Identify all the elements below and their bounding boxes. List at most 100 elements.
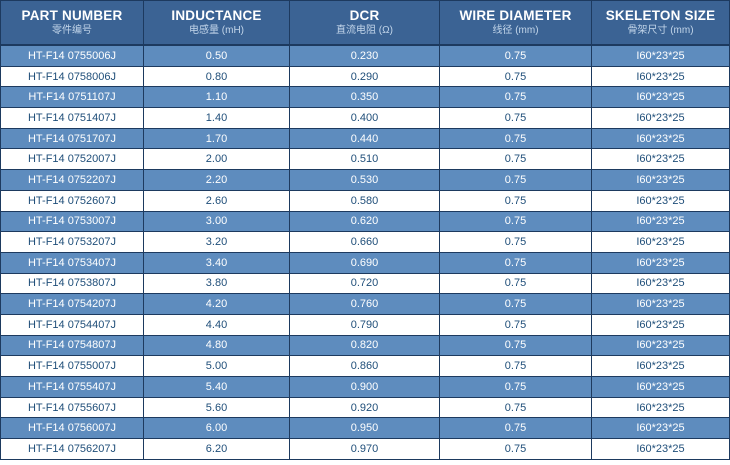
cell-part-number: HT-F14 0756007J bbox=[27, 422, 117, 435]
cell-part-number: HT-F14 0751107J bbox=[28, 91, 116, 104]
cell-inductance: 4.40 bbox=[143, 314, 289, 335]
cell-inductance: 3.20 bbox=[143, 232, 289, 252]
header-skeleton-size-en: SKELETON SIZE bbox=[605, 8, 716, 24]
cell-wire-diameter: 0.75 bbox=[439, 314, 591, 335]
table-body: HT-F14 0755006J 0.50 0.230 0.75 I60*23*2… bbox=[1, 44, 729, 459]
header-wire-diameter-zh: 线径 (mm) bbox=[492, 25, 539, 36]
cell-wire-diameter: 0.75 bbox=[439, 335, 591, 356]
table-row: HT-F14 0753007J 3.00 0.620 0.75 I60*23*2… bbox=[1, 210, 729, 232]
cell-dcr: 0.950 bbox=[289, 418, 439, 439]
cell-part-number: HT-F14 0752607J bbox=[27, 194, 117, 207]
cell-dcr: 0.900 bbox=[289, 377, 439, 397]
cell-part-number: HT-F14 0751407J bbox=[27, 111, 117, 124]
cell-skeleton-size: I60*23*25 bbox=[591, 356, 729, 376]
cell-wire-diameter: 0.75 bbox=[439, 108, 591, 128]
cell-part-number: HT-F14 0754807J bbox=[27, 339, 117, 352]
cell-wire-diameter: 0.75 bbox=[439, 232, 591, 252]
cell-skeleton-size: I60*23*25 bbox=[591, 108, 729, 128]
header-skeleton-size: SKELETON SIZE 骨架尺寸 (mm) bbox=[591, 1, 729, 44]
cell-inductance: 5.00 bbox=[143, 356, 289, 376]
cell-dcr: 0.790 bbox=[289, 314, 439, 335]
cell-skeleton-size: I60*23*25 bbox=[591, 232, 729, 252]
cell-part-number: HT-F14 0758006J bbox=[27, 70, 117, 83]
cell-dcr: 0.720 bbox=[289, 273, 439, 294]
cell-inductance: 0.80 bbox=[143, 66, 289, 87]
cell-dcr: 0.580 bbox=[289, 190, 439, 211]
cell-wire-diameter: 0.75 bbox=[439, 87, 591, 108]
header-part-number: PART NUMBER 零件编号 bbox=[1, 1, 143, 44]
table-row: HT-F14 0755006J 0.50 0.230 0.75 I60*23*2… bbox=[1, 44, 729, 66]
table-row: HT-F14 0751707J 1.70 0.440 0.75 I60*23*2… bbox=[1, 127, 729, 149]
header-inductance: INDUCTANCE 电感量 (mH) bbox=[143, 1, 289, 44]
cell-skeleton-size: I60*23*25 bbox=[591, 397, 729, 418]
cell-skeleton-size: I60*23*25 bbox=[591, 418, 729, 439]
cell-dcr: 0.660 bbox=[289, 232, 439, 252]
cell-inductance: 1.40 bbox=[143, 108, 289, 128]
cell-inductance: 1.10 bbox=[143, 87, 289, 108]
cell-inductance: 5.60 bbox=[143, 397, 289, 418]
table-row: HT-F14 0754207J 4.20 0.760 0.75 I60*23*2… bbox=[1, 293, 729, 314]
header-dcr-en: DCR bbox=[349, 8, 380, 24]
table-row: HT-F14 0752607J 2.60 0.580 0.75 I60*23*2… bbox=[1, 189, 729, 211]
cell-skeleton-size: I60*23*25 bbox=[591, 439, 729, 459]
table-row: HT-F14 0758006J 0.80 0.290 0.75 I60*23*2… bbox=[1, 65, 729, 87]
cell-part-number: HT-F14 0755006J bbox=[27, 49, 117, 62]
header-inductance-en: INDUCTANCE bbox=[171, 8, 262, 24]
cell-skeleton-size: I60*23*25 bbox=[591, 170, 729, 190]
cell-part-number: HT-F14 0753407J bbox=[27, 256, 117, 269]
cell-skeleton-size: I60*23*25 bbox=[591, 273, 729, 294]
table-row: HT-F14 0755607J 5.60 0.920 0.75 I60*23*2… bbox=[1, 396, 729, 418]
cell-wire-diameter: 0.75 bbox=[439, 252, 591, 273]
cell-inductance: 2.00 bbox=[143, 149, 289, 170]
cell-wire-diameter: 0.75 bbox=[439, 397, 591, 418]
cell-inductance: 0.50 bbox=[143, 46, 289, 66]
cell-inductance: 2.20 bbox=[143, 170, 289, 190]
cell-dcr: 0.920 bbox=[289, 397, 439, 418]
cell-part-number: HT-F14 0753007J bbox=[27, 215, 117, 228]
header-dcr-zh: 直流电阻 (Ω) bbox=[336, 25, 393, 36]
cell-skeleton-size: I60*23*25 bbox=[591, 252, 729, 273]
cell-part-number: HT-F14 0752007J bbox=[27, 153, 117, 166]
cell-inductance: 5.40 bbox=[143, 377, 289, 397]
table-row: HT-F14 0756207J 6.20 0.970 0.75 I60*23*2… bbox=[1, 438, 729, 459]
cell-dcr: 0.620 bbox=[289, 211, 439, 232]
cell-dcr: 0.690 bbox=[289, 252, 439, 273]
cell-inductance: 3.40 bbox=[143, 252, 289, 273]
table-row: HT-F14 0752007J 2.00 0.510 0.75 I60*23*2… bbox=[1, 148, 729, 170]
cell-part-number: HT-F14 0755007J bbox=[27, 360, 117, 373]
cell-wire-diameter: 0.75 bbox=[439, 294, 591, 314]
cell-wire-diameter: 0.75 bbox=[439, 211, 591, 232]
cell-dcr: 0.440 bbox=[289, 128, 439, 149]
cell-wire-diameter: 0.75 bbox=[439, 377, 591, 397]
cell-inductance: 2.60 bbox=[143, 190, 289, 211]
table-row: HT-F14 0754407J 4.40 0.790 0.75 I60*23*2… bbox=[1, 313, 729, 335]
table-row: HT-F14 0751107J 1.10 0.350 0.75 I60*23*2… bbox=[1, 86, 729, 108]
table-row: HT-F14 0755407J 5.40 0.900 0.75 I60*23*2… bbox=[1, 376, 729, 397]
table-row: HT-F14 0756007J 6.00 0.950 0.75 I60*23*2… bbox=[1, 417, 729, 439]
cell-dcr: 0.510 bbox=[289, 149, 439, 170]
cell-skeleton-size: I60*23*25 bbox=[591, 377, 729, 397]
cell-dcr: 0.860 bbox=[289, 356, 439, 376]
header-skeleton-size-zh: 骨架尺寸 (mm) bbox=[627, 25, 694, 36]
cell-skeleton-size: I60*23*25 bbox=[591, 46, 729, 66]
cell-dcr: 0.230 bbox=[289, 46, 439, 66]
cell-inductance: 4.20 bbox=[143, 294, 289, 314]
cell-wire-diameter: 0.75 bbox=[439, 439, 591, 459]
cell-inductance: 4.80 bbox=[143, 335, 289, 356]
header-part-number-en: PART NUMBER bbox=[21, 8, 123, 24]
cell-dcr: 0.290 bbox=[289, 66, 439, 87]
cell-skeleton-size: I60*23*25 bbox=[591, 294, 729, 314]
cell-inductance: 3.80 bbox=[143, 273, 289, 294]
header-dcr: DCR 直流电阻 (Ω) bbox=[289, 1, 439, 44]
cell-dcr: 0.400 bbox=[289, 108, 439, 128]
cell-dcr: 0.530 bbox=[289, 170, 439, 190]
cell-part-number: HT-F14 0755607J bbox=[27, 401, 117, 414]
cell-wire-diameter: 0.75 bbox=[439, 356, 591, 376]
cell-part-number: HT-F14 0754207J bbox=[27, 298, 117, 311]
table-header-row: PART NUMBER 零件编号 INDUCTANCE 电感量 (mH) DCR… bbox=[1, 1, 729, 44]
table-row: HT-F14 0753807J 3.80 0.720 0.75 I60*23*2… bbox=[1, 272, 729, 294]
table-row: HT-F14 0753407J 3.40 0.690 0.75 I60*23*2… bbox=[1, 251, 729, 273]
cell-part-number: HT-F14 0751707J bbox=[27, 132, 117, 145]
